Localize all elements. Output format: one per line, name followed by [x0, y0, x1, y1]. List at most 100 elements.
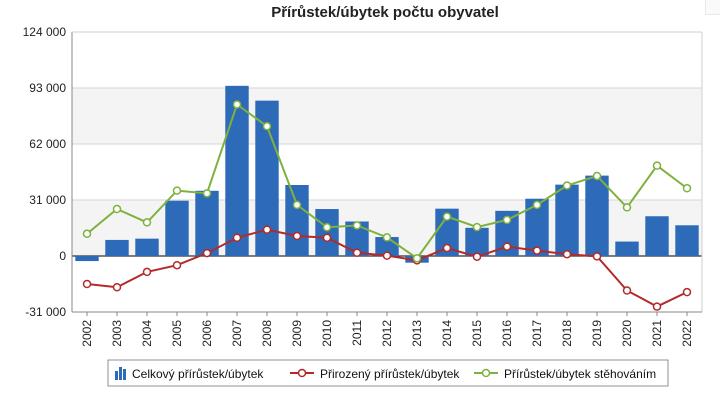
- bar-series-legend-icon-b: [119, 367, 122, 380]
- bar[interactable]: [525, 198, 549, 256]
- bar[interactable]: [465, 227, 489, 256]
- export-menu-corner[interactable]: [705, 0, 720, 15]
- bar-series-legend-icon-c: [123, 369, 126, 380]
- x-tick-label: 2010: [320, 320, 334, 347]
- migration-point[interactable]: [382, 233, 392, 242]
- bar-series-legend-icon: [115, 371, 118, 380]
- migration-point[interactable]: [682, 184, 692, 193]
- y-tick-label: 62 000: [29, 137, 66, 151]
- x-tick-label: 2009: [290, 320, 304, 347]
- natural-change-point[interactable]: [652, 302, 662, 311]
- x-tick-label: 2008: [260, 320, 274, 347]
- x-tick-label: 2012: [380, 320, 394, 347]
- x-tick-label: 2011: [350, 320, 364, 346]
- bar[interactable]: [165, 200, 189, 256]
- natural-change-point[interactable]: [382, 251, 392, 260]
- bar[interactable]: [315, 209, 339, 256]
- natural-change-point[interactable]: [262, 225, 272, 234]
- migration-point[interactable]: [322, 223, 332, 232]
- bar[interactable]: [585, 175, 609, 256]
- y-tick-label: 124 000: [23, 25, 67, 39]
- x-tick-label: 2022: [680, 320, 694, 347]
- migration-point[interactable]: [142, 218, 152, 227]
- legend-item-natural[interactable]: Přirozený přírůstek/úbytek: [290, 367, 460, 381]
- bar[interactable]: [345, 221, 369, 256]
- natural-change-point[interactable]: [532, 246, 542, 255]
- migration-point[interactable]: [592, 171, 602, 181]
- bar[interactable]: [645, 216, 669, 256]
- x-tick-label: 2014: [440, 320, 454, 347]
- x-tick-label: 2007: [230, 320, 244, 347]
- migration-point[interactable]: [352, 221, 362, 230]
- natural-change-point[interactable]: [322, 233, 332, 243]
- migration-point[interactable]: [472, 222, 482, 232]
- bar[interactable]: [285, 185, 309, 256]
- natural-change-point[interactable]: [682, 287, 692, 297]
- bar[interactable]: [555, 184, 579, 256]
- natural-change-point[interactable]: [352, 248, 362, 257]
- migration-point[interactable]: [172, 186, 182, 195]
- legend-label-migration: Přírůstek/úbytek stěhováním: [504, 367, 656, 381]
- natural-change-point[interactable]: [232, 233, 242, 243]
- plot-band: [72, 32, 702, 88]
- bar[interactable]: [435, 208, 459, 256]
- natural-legend-marker: [297, 368, 307, 378]
- migration-point[interactable]: [202, 189, 212, 198]
- natural-change-point[interactable]: [292, 231, 302, 241]
- legend[interactable]: Celkový přírůstek/úbytek Přirozený přírů…: [107, 359, 669, 387]
- migration-point[interactable]: [502, 215, 512, 225]
- migration-legend-marker: [481, 368, 491, 378]
- natural-change-point[interactable]: [172, 260, 182, 270]
- migration-point[interactable]: [262, 122, 272, 131]
- y-tick-label: 0: [59, 249, 66, 263]
- migration-point[interactable]: [442, 212, 452, 221]
- natural-change-point[interactable]: [562, 249, 572, 259]
- bar[interactable]: [615, 241, 639, 256]
- natural-change-point[interactable]: [112, 283, 122, 292]
- migration-point[interactable]: [532, 200, 542, 210]
- bar[interactable]: [675, 225, 699, 256]
- natural-change-point[interactable]: [202, 248, 212, 258]
- legend-box: [107, 359, 669, 387]
- natural-change-point[interactable]: [592, 252, 602, 261]
- chart-title: Přírůstek/úbytek počtu obyvatel: [271, 4, 499, 21]
- natural-change-point[interactable]: [82, 279, 92, 289]
- x-tick-label: 2015: [470, 320, 484, 347]
- bar[interactable]: [225, 85, 249, 256]
- migration-point[interactable]: [232, 100, 242, 109]
- natural-change-point[interactable]: [442, 243, 452, 253]
- bar[interactable]: [75, 256, 99, 262]
- line-series[interactable]: [82, 100, 692, 311]
- migration-point[interactable]: [82, 229, 92, 239]
- legend-label-total: Celkový přírůstek/úbytek: [132, 367, 264, 381]
- migration-point[interactable]: [652, 161, 662, 170]
- migration-point[interactable]: [112, 204, 122, 214]
- natural-change-point[interactable]: [502, 242, 512, 251]
- x-tick-label: 2018: [560, 320, 574, 347]
- x-tick-label: 2003: [110, 320, 124, 347]
- x-tick-label: 2017: [530, 320, 544, 347]
- x-tick-label: 2013: [410, 320, 424, 347]
- bar[interactable]: [195, 190, 219, 256]
- migration-point[interactable]: [412, 254, 422, 263]
- x-tick-label: 2020: [620, 320, 634, 347]
- legend-item-migration[interactable]: Přírůstek/úbytek stěhováním: [474, 367, 656, 381]
- x-tick-label: 2021: [650, 320, 664, 347]
- x-tick-label: 2019: [590, 320, 604, 347]
- x-tick-label: 2002: [80, 320, 94, 347]
- y-tick-label: 93 000: [29, 81, 66, 95]
- x-tick-label: 2006: [200, 320, 214, 347]
- plot-background: [72, 32, 702, 312]
- bar[interactable]: [105, 239, 129, 256]
- natural-change-point[interactable]: [622, 286, 632, 295]
- migration-point[interactable]: [292, 200, 302, 210]
- natural-change-point[interactable]: [142, 267, 152, 277]
- bar[interactable]: [135, 238, 159, 256]
- migration-point[interactable]: [622, 203, 632, 212]
- y-tick-label: 31 000: [29, 193, 66, 207]
- x-tick-label: 2016: [500, 320, 514, 347]
- natural-change-point[interactable]: [472, 252, 482, 261]
- legend-item-total[interactable]: Celkový přírůstek/úbytek: [115, 367, 264, 381]
- migration-point[interactable]: [562, 181, 572, 190]
- plot-band: [72, 88, 702, 144]
